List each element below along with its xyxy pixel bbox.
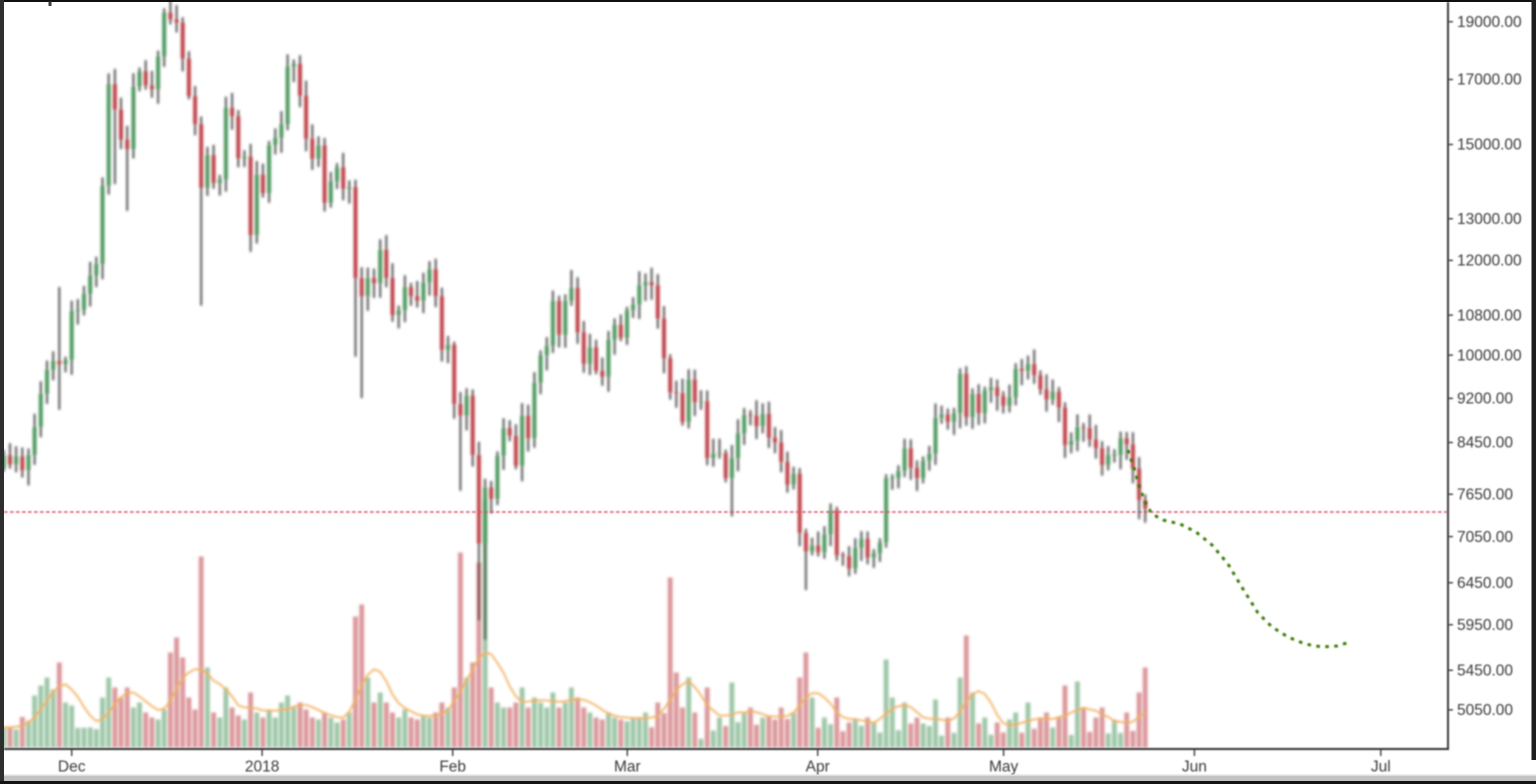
svg-text:Apr: Apr — [806, 759, 830, 776]
svg-text:10800.00: 10800.00 — [1457, 307, 1522, 324]
svg-text:7650.00: 7650.00 — [1457, 486, 1513, 503]
svg-text:12000.00: 12000.00 — [1457, 253, 1522, 270]
svg-text:Jun: Jun — [1182, 759, 1207, 776]
svg-text:Feb: Feb — [439, 759, 466, 776]
svg-text:Jul: Jul — [1371, 759, 1391, 776]
svg-text:9200.00: 9200.00 — [1457, 391, 1513, 408]
svg-text:19000.00: 19000.00 — [1457, 14, 1522, 31]
svg-text:Mar: Mar — [614, 759, 641, 776]
svg-text:May: May — [989, 759, 1019, 776]
svg-text:5950.00: 5950.00 — [1457, 617, 1513, 634]
svg-text:15000.00: 15000.00 — [1457, 137, 1522, 154]
svg-text:5050.00: 5050.00 — [1457, 702, 1513, 719]
svg-text:17000.00: 17000.00 — [1457, 72, 1522, 89]
svg-text:7050.00: 7050.00 — [1457, 529, 1513, 546]
svg-text:10000.00: 10000.00 — [1457, 347, 1522, 364]
svg-text:8450.00: 8450.00 — [1457, 435, 1513, 452]
svg-text:Dec: Dec — [58, 759, 86, 776]
svg-text:5450.00: 5450.00 — [1457, 663, 1513, 680]
svg-text:13000.00: 13000.00 — [1457, 211, 1522, 228]
svg-text:6450.00: 6450.00 — [1457, 575, 1513, 592]
svg-text:2018: 2018 — [245, 759, 279, 776]
